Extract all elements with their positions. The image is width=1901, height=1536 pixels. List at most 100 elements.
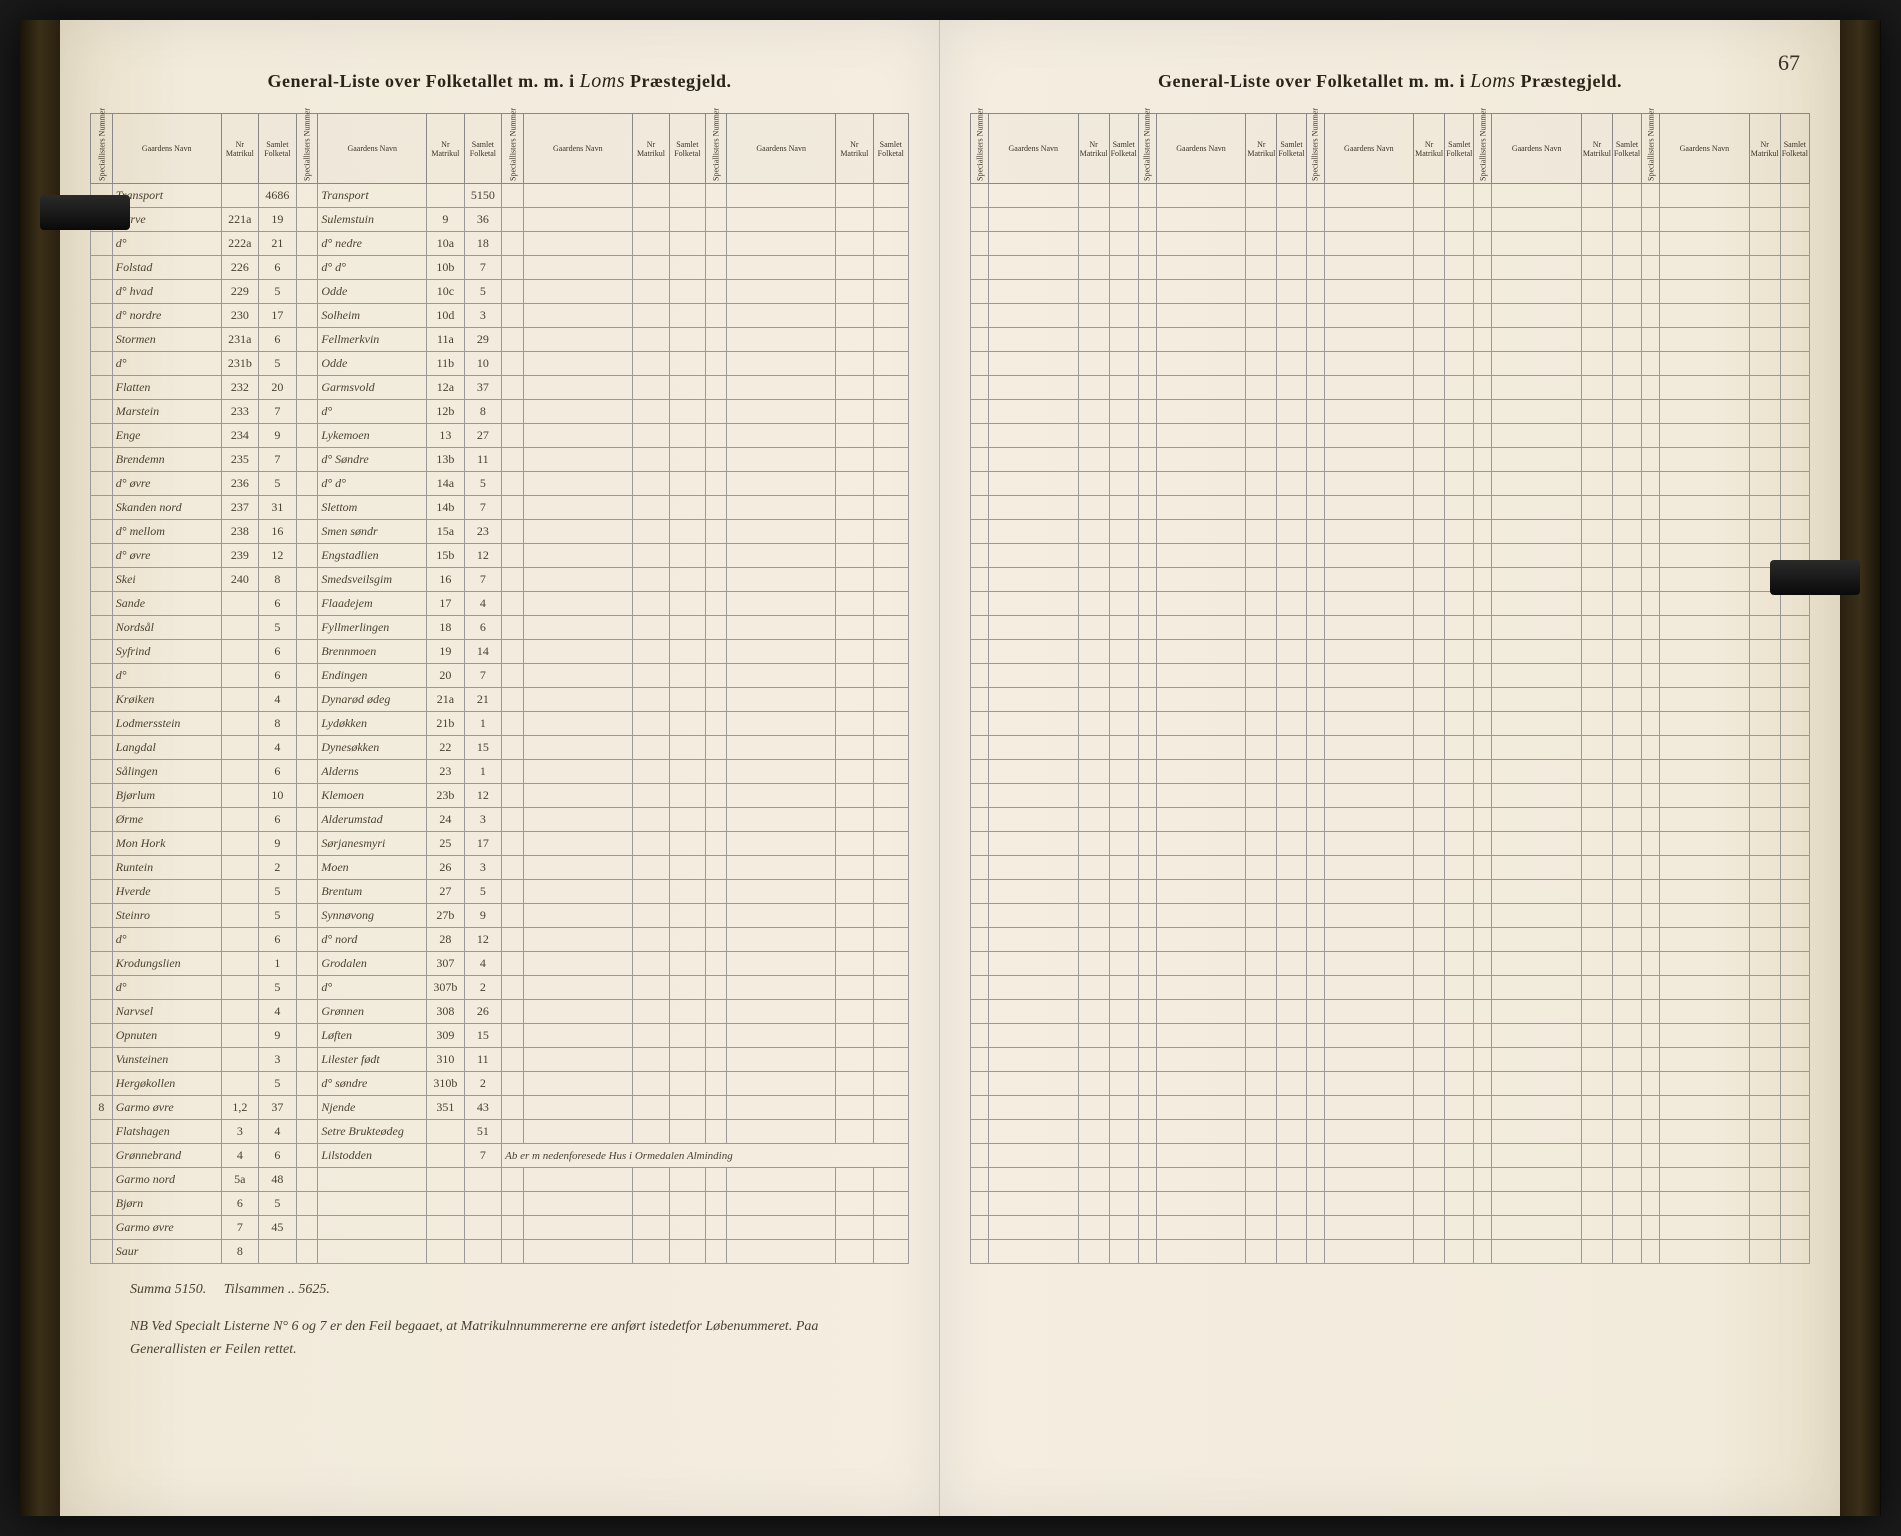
empty-cell [1414,1144,1445,1168]
empty-cell [1306,640,1324,664]
summary-label2: Tilsammen [224,1282,285,1297]
empty-cell [971,1096,989,1120]
empty-cell [988,928,1078,952]
empty-cell [1078,304,1109,328]
farm-name-cell [523,568,632,592]
value-cell [632,976,669,1000]
empty-cell [1306,1000,1324,1024]
value-cell [91,784,113,808]
empty-cell [1492,184,1582,208]
empty-cell [1138,280,1156,304]
empty-cell [1749,976,1780,1000]
empty-cell [971,1168,989,1192]
value-cell [91,832,113,856]
empty-cell [1414,784,1445,808]
empty-cell [1156,1096,1246,1120]
empty-cell [1138,1048,1156,1072]
value-cell [632,1024,669,1048]
empty-cell [971,1024,989,1048]
empty-cell [1138,592,1156,616]
farm-name-cell: Sålingen [112,760,221,784]
empty-cell [988,832,1078,856]
value-cell [670,808,705,832]
empty-cell [1612,904,1641,928]
empty-cell [1324,784,1414,808]
empty-cell [1414,592,1445,616]
farm-name-cell: Odde [318,280,427,304]
empty-cell [971,1120,989,1144]
value-cell [91,1240,113,1264]
value-cell: 351 [427,1096,464,1120]
empty-cell [1492,952,1582,976]
value-cell [873,544,908,568]
empty-cell [988,400,1078,424]
value-cell [670,616,705,640]
empty-cell [1612,784,1641,808]
empty-cell [1492,1120,1582,1144]
empty-cell [1749,760,1780,784]
value-cell: 14 [464,640,501,664]
empty-cell [1749,640,1780,664]
empty-cell [971,400,989,424]
book-spine-right [1840,20,1880,1516]
value-cell: 43 [464,1096,501,1120]
farm-name-cell: Fyllmerlingen [318,616,427,640]
empty-cell [1414,712,1445,736]
empty-cell [1306,544,1324,568]
farm-name-cell: Smedsveilsgim [318,568,427,592]
empty-cell [1109,1192,1138,1216]
empty-cell [971,1240,989,1264]
empty-cell [971,208,989,232]
empty-cell [1642,664,1660,688]
empty-cell [1474,1048,1492,1072]
empty-cell [971,232,989,256]
empty-cell [1414,352,1445,376]
farm-name-cell: Krodungslien [112,952,221,976]
value-cell [836,1072,873,1096]
table-row [971,448,1810,472]
value-cell [221,952,258,976]
farm-name-cell [523,592,632,616]
empty-cell [1078,1096,1109,1120]
col-listnum-3: Speciallisters Nummer [502,114,524,184]
empty-cell [1474,760,1492,784]
table-row [971,544,1810,568]
empty-cell [1492,352,1582,376]
empty-cell [1474,1168,1492,1192]
empty-cell [988,544,1078,568]
empty-cell [1749,304,1780,328]
farm-name-cell: d° [112,664,221,688]
table-row [971,856,1810,880]
empty-cell [1780,376,1809,400]
rcol-antal-5: Samlet Folketal [1780,114,1809,184]
empty-cell [1078,256,1109,280]
table-row: Grønnebrand46Lilstodden7Ab er m nedenfor… [91,1144,909,1168]
value-cell [91,664,113,688]
empty-cell [1492,1144,1582,1168]
value-cell: 9 [259,832,296,856]
farm-name-cell: Smen søndr [318,520,427,544]
empty-cell [1277,1168,1306,1192]
value-cell: 12 [464,928,501,952]
empty-cell [1324,1048,1414,1072]
value-cell [670,472,705,496]
empty-cell [1749,808,1780,832]
table-row: Krøiken4Dynarød ødeg21a21 [91,688,909,712]
empty-cell [1246,928,1277,952]
value-cell: 21 [464,688,501,712]
empty-cell [1156,1000,1246,1024]
value-cell [296,928,318,952]
empty-cell [1414,688,1445,712]
value-cell [502,520,524,544]
table-row [971,1240,1810,1264]
empty-cell [988,520,1078,544]
book-spine-left [20,20,60,1516]
farm-name-cell [523,616,632,640]
empty-cell [1492,328,1582,352]
empty-cell [1138,1216,1156,1240]
empty-cell [1138,184,1156,208]
value-cell [705,1192,727,1216]
value-cell [836,664,873,688]
empty-cell [1780,592,1809,616]
value-cell [705,808,727,832]
